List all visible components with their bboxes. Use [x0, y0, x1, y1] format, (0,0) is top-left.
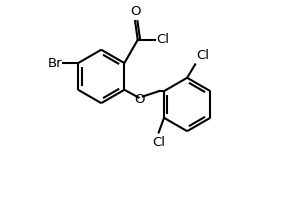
Text: Cl: Cl [152, 136, 165, 149]
Text: O: O [130, 5, 140, 18]
Text: O: O [134, 93, 144, 106]
Text: Cl: Cl [157, 33, 169, 46]
Text: Br: Br [47, 57, 62, 69]
Text: Cl: Cl [197, 49, 210, 62]
